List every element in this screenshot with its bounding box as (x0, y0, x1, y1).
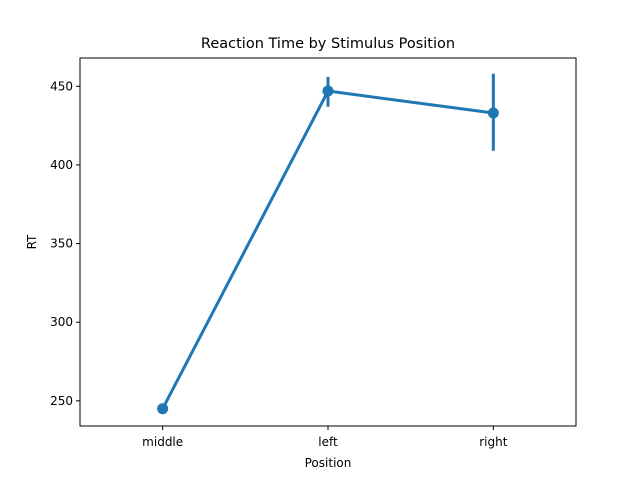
error-bars (326, 73, 495, 151)
data-point-left (322, 85, 334, 97)
y-tick-label-4: 450 (50, 79, 73, 93)
chart-title: Reaction Time by Stimulus Position (201, 36, 455, 52)
y-tick-label-0: 250 (50, 394, 73, 408)
data-point-right (487, 107, 499, 119)
series-lines (161, 89, 495, 411)
data-point-middle (157, 403, 169, 415)
x-axis: middle left right (142, 426, 508, 449)
data-points (157, 85, 499, 415)
y-axis: 250 300 350 400 450 (50, 79, 80, 408)
y-tick-label-3: 400 (50, 158, 73, 172)
y-axis-label: RT (25, 234, 39, 249)
y-tick-label-1: 300 (50, 315, 73, 329)
x-tick-label-0: middle (142, 435, 183, 449)
x-axis-label: Position (305, 456, 352, 470)
y-tick-label-2: 350 (50, 237, 73, 251)
plot-frame (79, 57, 577, 427)
x-tick-label-2: right (479, 435, 507, 449)
x-tick-label-1: left (318, 435, 338, 449)
series-line-0 (161, 89, 495, 411)
